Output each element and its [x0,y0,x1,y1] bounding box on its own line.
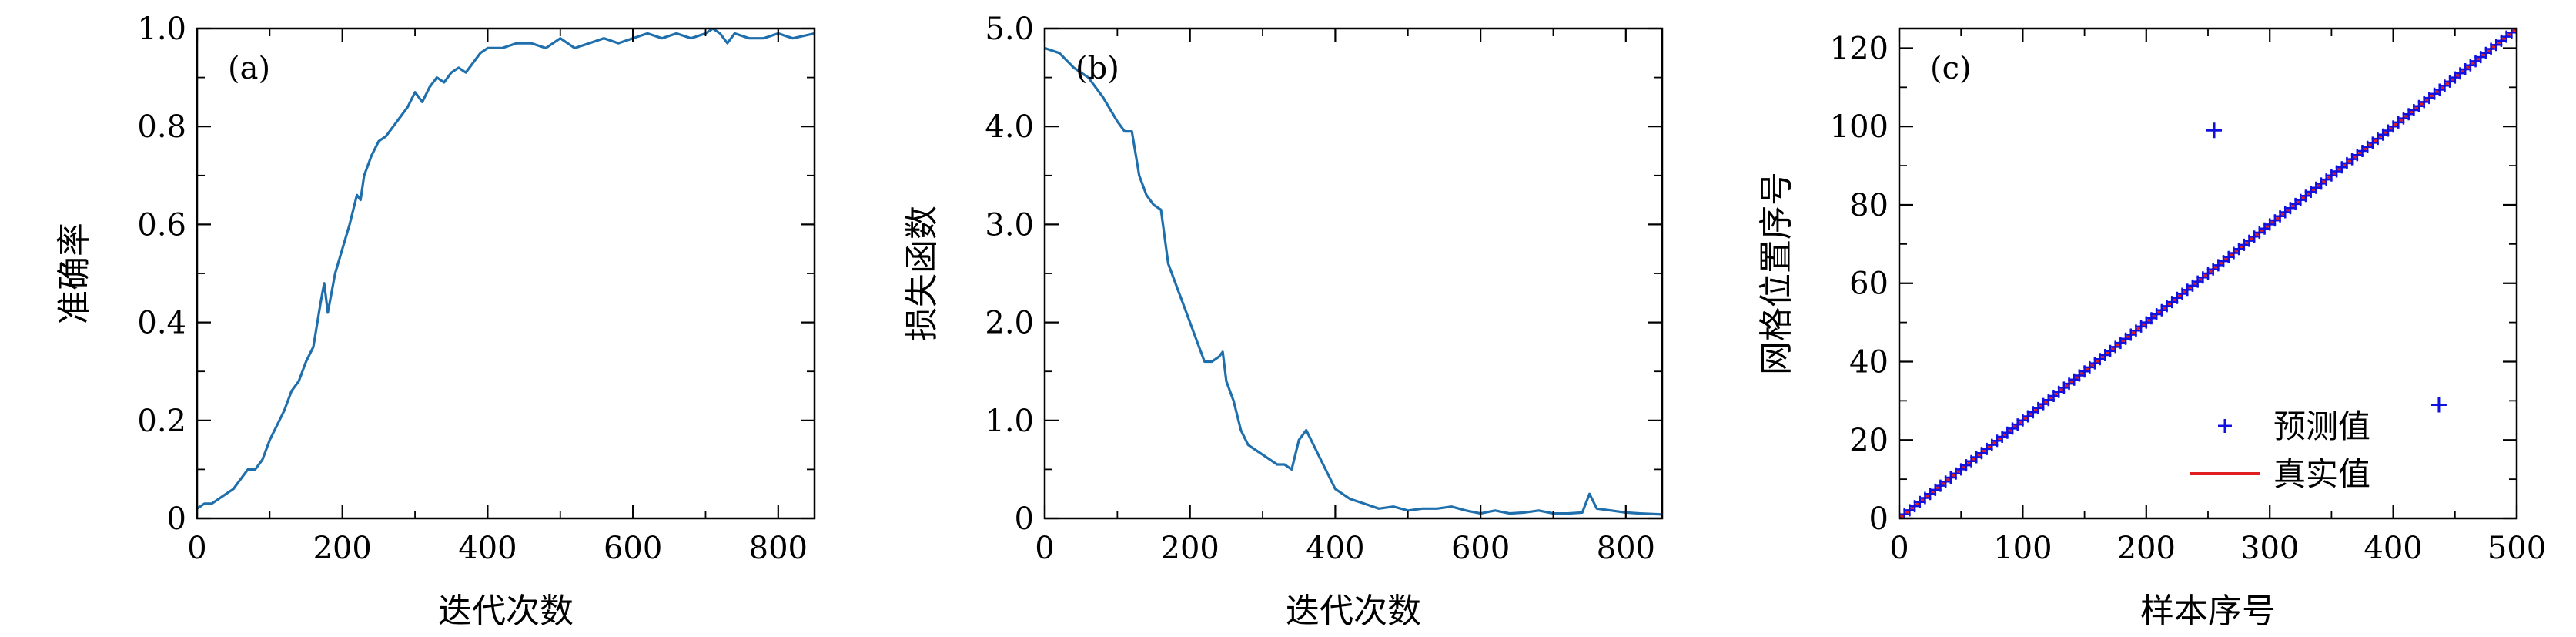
x-tick-label: 400 [2364,531,2422,566]
panel-b: 0 200 400 600 800 0 1.0 2.0 3.0 4.0 5.0 (b) 迭代次数 损失函数 [902,12,1664,631]
y-tick-label: 3.0 [985,207,1034,243]
y-tick-label: 0.6 [137,207,186,243]
legend-true-label: 真实值 [2273,455,2370,493]
panel-a-plot-area [197,28,815,510]
panel-a-axes-frame [196,27,816,520]
x-tick-label: 400 [458,531,517,566]
panel-c-plot-area [1899,28,2517,518]
predicted-outlier-point [2206,122,2223,139]
x-tick-label: 200 [1161,531,1219,566]
x-tick-label: 800 [1597,531,1655,566]
x-axis-label: 迭代次数 [438,592,574,631]
y-axis-label: 网格位置序号 [1757,172,1796,375]
panel-c: 0 100 200 300 400 500 0 20 40 60 80 100 120 (c) 样本序号 网格… [1757,27,2546,631]
y-tick-label: 40 [1849,344,1889,380]
panel-b-axes-frame [1043,27,1664,520]
predicted-outlier-point [2430,397,2447,413]
y-tick-label: 100 [1830,109,1889,145]
y-tick-label: 0.2 [137,404,186,439]
x-tick-label: 400 [1306,531,1364,566]
x-tick-label: 0 [187,531,206,566]
y-tick-label: 60 [1849,267,1889,302]
x-tick-label: 0 [1035,531,1054,566]
y-tick-label: 0 [1015,501,1034,537]
panel-b-plot-area [1045,46,1662,516]
legend-predicted-label: 预测值 [2273,407,2370,445]
x-tick-label: 800 [749,531,808,566]
panel-a: 0 200 400 600 800 0 0.2 0.4 0.6 0.8 1.0 (a) 迭代次数 准确率 [55,12,816,631]
y-tick-label: 1.0 [137,12,186,47]
predicted-point [2505,28,2517,39]
panel-c-predicted-markers [1899,28,2517,518]
y-axis-label: 损失函数 [902,206,942,341]
y-axis-label: 准确率 [55,223,94,324]
x-axis-label: 迭代次数 [1286,592,1421,631]
y-tick-label: 5.0 [985,12,1034,47]
panel-b-series-line [1045,46,1662,516]
y-tick-label: 4.0 [985,109,1034,145]
x-tick-label: 500 [2487,531,2546,566]
y-tick-label: 0 [167,501,186,537]
y-tick-label: 0.4 [137,306,186,341]
y-tick-label: 0 [1869,501,1889,537]
y-tick-label: 120 [1830,31,1889,66]
panel-label: (c) [1930,51,1972,86]
legend-predicted-marker [2218,419,2232,433]
x-tick-label: 600 [1451,531,1510,566]
x-axis-label: 样本序号 [2140,592,2276,631]
x-tick-label: 300 [2240,531,2299,566]
panel-label: (b) [1076,51,1119,86]
panel-a-series-line [197,28,815,510]
x-tick-label: 0 [1889,531,1909,566]
y-tick-label: 0.8 [137,109,186,145]
y-tick-label: 1.0 [985,404,1034,439]
x-tick-label: 100 [1993,531,2052,566]
x-tick-label: 200 [2117,531,2176,566]
x-tick-label: 600 [604,531,662,566]
x-tick-label: 200 [313,531,372,566]
panel-label: (a) [228,51,270,86]
y-tick-label: 2.0 [985,306,1034,341]
y-tick-label: 80 [1849,188,1889,223]
y-tick-label: 20 [1849,423,1889,458]
